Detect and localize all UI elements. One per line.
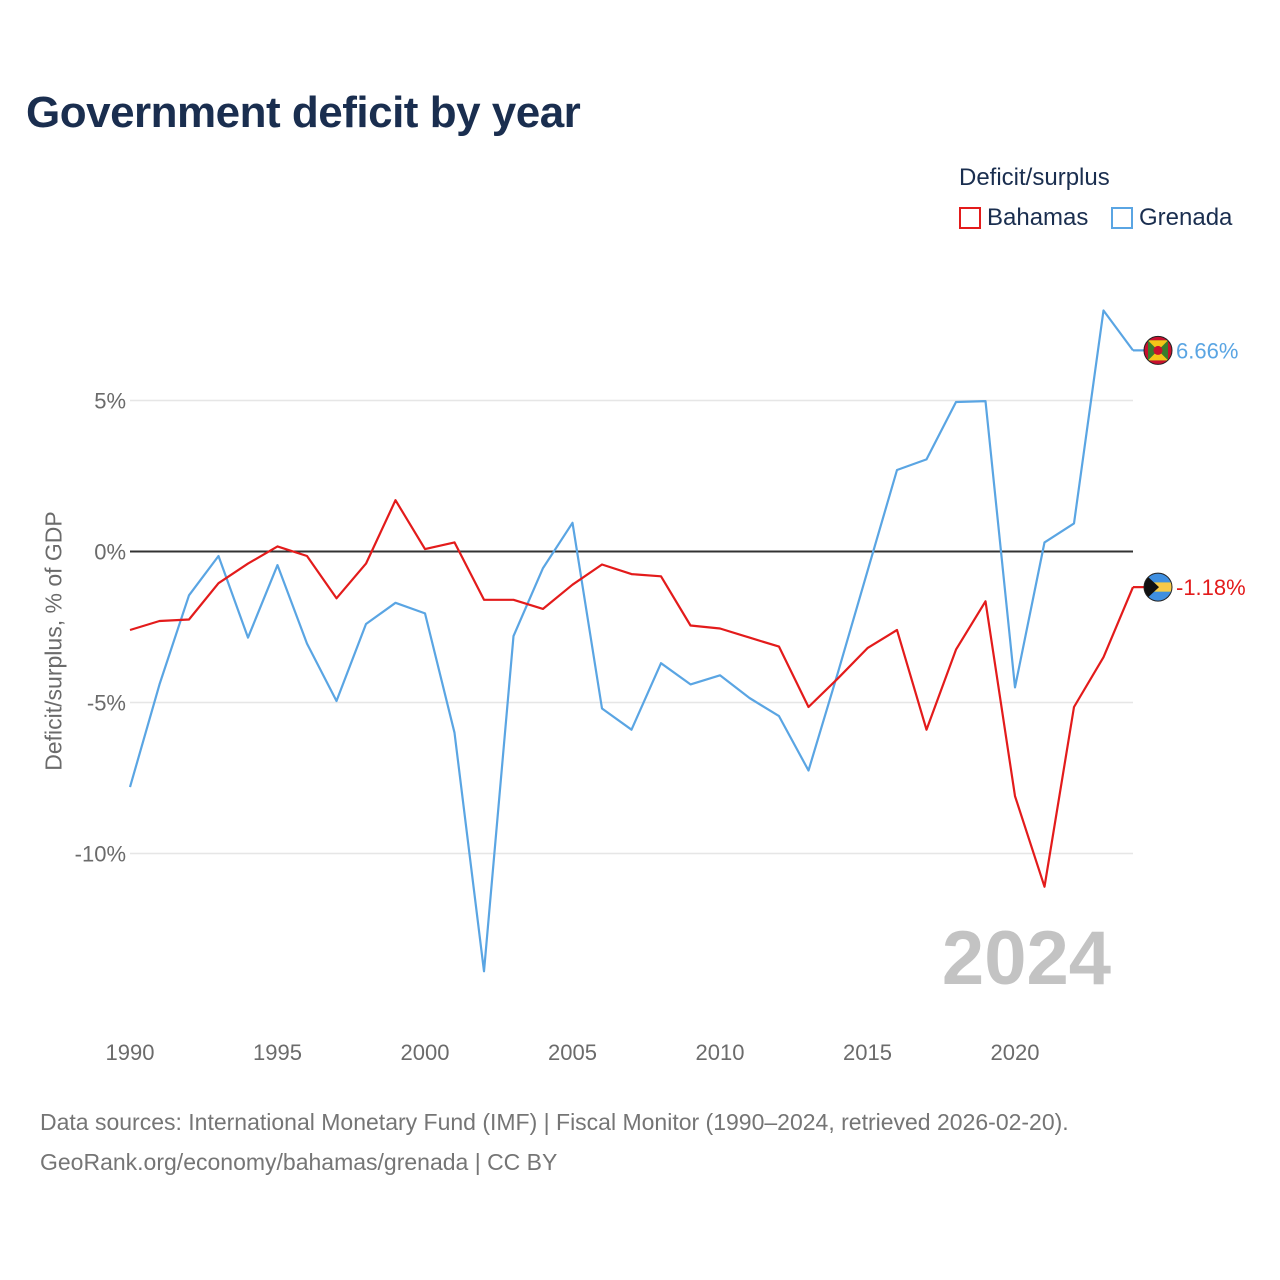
legend-label-bahamas: Bahamas: [987, 204, 1089, 231]
chart-title: Government deficit by year: [26, 88, 581, 137]
x-tick-label: 2010: [696, 1040, 745, 1065]
grenada-flag-icon: [1143, 335, 1173, 365]
y-tick-label: 5%: [94, 389, 126, 414]
source-url[interactable]: GeoRank.org/economy/bahamas/grenada | CC…: [40, 1149, 558, 1175]
x-tick-label: 2020: [991, 1040, 1040, 1065]
y-tick-label: -5%: [87, 691, 126, 716]
x-tick-label: 2000: [401, 1040, 450, 1065]
series-end-value-bahamas: -1.18%: [1176, 575, 1246, 600]
y-tick-label: -10%: [75, 842, 126, 867]
grid-lines: [130, 399, 1133, 855]
year-watermark: 2024: [942, 916, 1111, 1001]
legend-swatch-bahamas: [959, 207, 981, 229]
series-lines: [128, 309, 1135, 973]
legend-swatch-grenada: [1111, 207, 1133, 229]
series-end-labels: -1.18% 6.66%: [1133, 335, 1246, 602]
x-tick-label: 2005: [548, 1040, 597, 1065]
legend-item-bahamas[interactable]: Bahamas: [959, 204, 1088, 232]
series-end-value-grenada: 6.66%: [1176, 338, 1238, 363]
source-text: Data sources: International Monetary Fun…: [40, 1109, 1069, 1135]
series-line-grenada[interactable]: [128, 309, 1134, 973]
legend-title: Deficit/surplus: [959, 164, 1110, 191]
series-line-bahamas[interactable]: [129, 499, 1135, 888]
x-tick-label: 2015: [843, 1040, 892, 1065]
legend-item-grenada[interactable]: Grenada: [1111, 204, 1232, 232]
x-tick-label: 1990: [106, 1040, 155, 1065]
x-axis-ticks: 1990 1995 2000 2005 2010 2015 2020: [106, 1040, 1040, 1065]
y-tick-label: 0%: [94, 540, 126, 565]
y-axis-ticks: 5% 0% -5% -10%: [75, 389, 126, 867]
bahamas-flag-icon: [1143, 572, 1173, 602]
x-tick-label: 1995: [253, 1040, 302, 1065]
legend-label-grenada: Grenada: [1139, 204, 1233, 231]
